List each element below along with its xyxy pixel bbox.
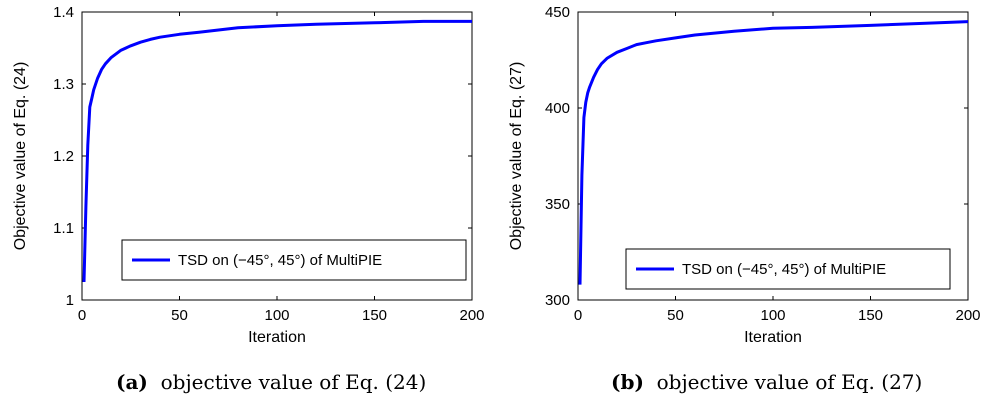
legend-box-b <box>625 248 951 290</box>
y-tick-label: 400 <box>545 100 570 117</box>
y-tick-label: 300 <box>545 292 570 309</box>
chart-a: 0 50 100 150 200 1 1.1 1.2 1.3 1.4 Iteration Object… <box>12 4 485 346</box>
chart-b: 0 50 100 150 200 300 350 400 450 Iteration Objecti… <box>508 4 981 346</box>
x-tick-label: 200 <box>459 307 484 324</box>
x-tick-label: 150 <box>858 307 883 324</box>
legend-label-b: TSD on (−45°, 45°) of MultiPIE <box>682 261 886 278</box>
legend-box-a <box>121 239 467 281</box>
x-axis-label: Iteration <box>248 329 306 346</box>
x-tick-label: 150 <box>362 307 387 324</box>
legend-label-a: TSD on (−45°, 45°) of MultiPIE <box>178 252 382 269</box>
caption-b-text: objective value of Eq. (27) <box>656 370 923 394</box>
caption-a-label: (a) <box>116 370 148 394</box>
y-axis-label: Objective value of Eq. (24) <box>12 62 29 251</box>
x-tick-label: 200 <box>955 307 980 324</box>
caption-a: (a) objective value of Eq. (24) <box>116 370 426 394</box>
y-tick-label: 450 <box>545 4 570 21</box>
x-tick-label: 50 <box>171 307 188 324</box>
y-tick-label: 1 <box>66 292 74 309</box>
series-line-a <box>82 19 472 283</box>
y-tick-label: 1.3 <box>53 76 74 93</box>
x-tick-label: 50 <box>667 307 684 324</box>
x-axis-label: Iteration <box>744 329 802 346</box>
x-tick-label: 0 <box>78 307 86 324</box>
x-tick-label: 100 <box>264 307 289 324</box>
series-line-b <box>578 20 969 285</box>
y-tick-label: 1.2 <box>53 148 74 165</box>
y-tick-label: 1.4 <box>53 4 74 21</box>
caption-b-label: (b) <box>611 370 644 394</box>
x-tick-label: 100 <box>760 307 785 324</box>
y-tick-label: 1.1 <box>53 220 74 237</box>
x-tick-label: 0 <box>574 307 582 324</box>
caption-a-text: objective value of Eq. (24) <box>160 370 427 394</box>
y-axis-label: Objective value of Eq. (27) <box>508 62 525 251</box>
caption-b: (b) objective value of Eq. (27) <box>611 370 922 394</box>
y-tick-label: 350 <box>545 196 570 213</box>
